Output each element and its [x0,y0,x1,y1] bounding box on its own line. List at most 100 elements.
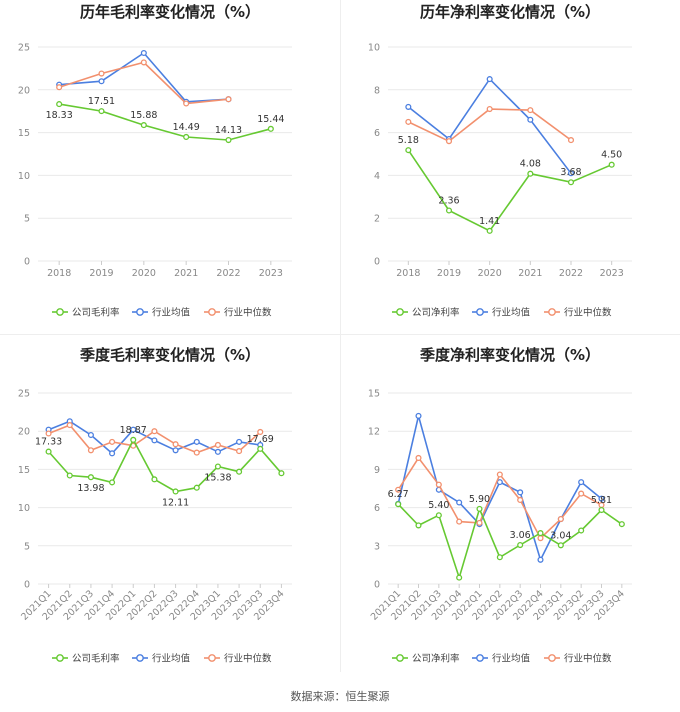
data-point [56,101,63,108]
data-point [45,430,52,437]
series-line-0 [48,438,283,493]
data-point [578,527,585,534]
data-point [140,59,147,66]
y-tick-label: 8 [374,85,380,96]
data-point [537,530,544,537]
legend-marker [476,654,484,662]
data-label: 17.69 [247,434,274,445]
data-label: 15.88 [130,110,157,121]
data-point [527,107,534,114]
y-tick-label: 25 [18,43,30,54]
data-point [567,179,575,186]
data-label: 4.08 [520,159,541,170]
data-point [598,506,605,514]
data-point [140,122,147,129]
data-point [567,137,575,144]
vertical-divider [340,0,341,672]
blue-circle-line-icon [472,654,488,662]
data-point [608,161,615,168]
data-point [405,147,412,154]
green-circle-line-icon [52,654,68,662]
data-point [130,436,137,443]
data-label: 5.18 [398,135,419,146]
legend-label: 行业中位数 [564,307,612,319]
orange-circle-line-icon [544,308,560,316]
x-tick-label: 2019 [437,268,461,279]
data-point [415,522,422,529]
legend-marker [208,308,216,316]
data-label: 14.13 [215,125,242,136]
y-tick-label: 0 [24,257,30,268]
legend-marker [136,654,144,662]
data-point [66,472,73,479]
data-point [527,170,534,177]
horizontal-divider [0,334,680,335]
data-point [445,207,453,214]
y-tick-label: 6 [374,503,380,514]
data-point [435,481,442,488]
legend-label: 公司净利率 [412,307,460,319]
y-tick-label: 20 [18,427,30,438]
legend-marker [208,654,216,662]
chart-panel-3: 季度毛利率变化情况（%）05101520252021Q12021Q22021Q3… [18,346,292,665]
data-point [98,70,105,77]
data-point [172,447,179,454]
data-point [109,450,116,457]
x-tick-label: 2020 [478,268,502,279]
y-tick-label: 2 [374,214,380,225]
data-point [172,441,179,448]
chart-title: 季度毛利率变化情况（%） [80,346,260,364]
legend-marker [548,308,556,316]
data-point [456,518,463,525]
data-point [257,445,264,452]
x-tick-label: 2021 [174,268,198,279]
chart-title: 历年毛利率变化情况（%） [80,3,260,21]
data-label: 15.38 [204,472,231,483]
series-line-0 [397,503,623,581]
data-point [456,499,463,506]
data-point [151,437,158,444]
y-tick-label: 4 [374,171,380,182]
legend-label: 行业均值 [152,307,191,319]
data-point [87,474,94,481]
data-label: 18.87 [120,425,147,436]
x-tick-label: 2018 [396,268,420,279]
data-label: 14.49 [173,122,200,133]
data-label: 12.11 [162,497,189,508]
data-point [214,463,221,470]
y-tick-label: 20 [18,85,30,96]
data-point [66,422,73,429]
data-point [214,441,221,449]
data-point [496,554,503,561]
chart-title: 季度净利率变化情况（%） [420,346,600,364]
legend-marker [396,654,404,662]
data-point [109,438,116,445]
data-point [567,170,575,177]
chart-panel-4: 季度净利率变化情况（%）036912152021Q12021Q22021Q320… [368,346,632,665]
data-point [225,136,232,144]
data-point [193,438,200,445]
data-point [476,505,483,512]
data-point [415,412,422,419]
legend-label: 公司毛利率 [72,307,120,319]
data-point [151,476,158,483]
legend-marker [548,654,556,662]
data-label: 5.90 [469,494,490,505]
data-point [214,448,221,455]
blue-circle-line-icon [132,654,148,662]
data-label: 3.68 [560,167,581,178]
data-point [257,428,264,436]
data-point [87,431,94,439]
x-tick-label: 2023 [600,268,624,279]
orange-circle-line-icon [544,654,560,662]
data-point [183,100,190,107]
series-line-0 [407,149,613,232]
data-label: 1.41 [479,216,500,227]
series-line-1 [407,77,572,174]
green-circle-line-icon [392,654,408,662]
data-label: 2.36 [438,195,459,206]
green-circle-line-icon [392,308,408,316]
data-point [405,118,412,125]
data-label: 15.44 [257,114,284,125]
